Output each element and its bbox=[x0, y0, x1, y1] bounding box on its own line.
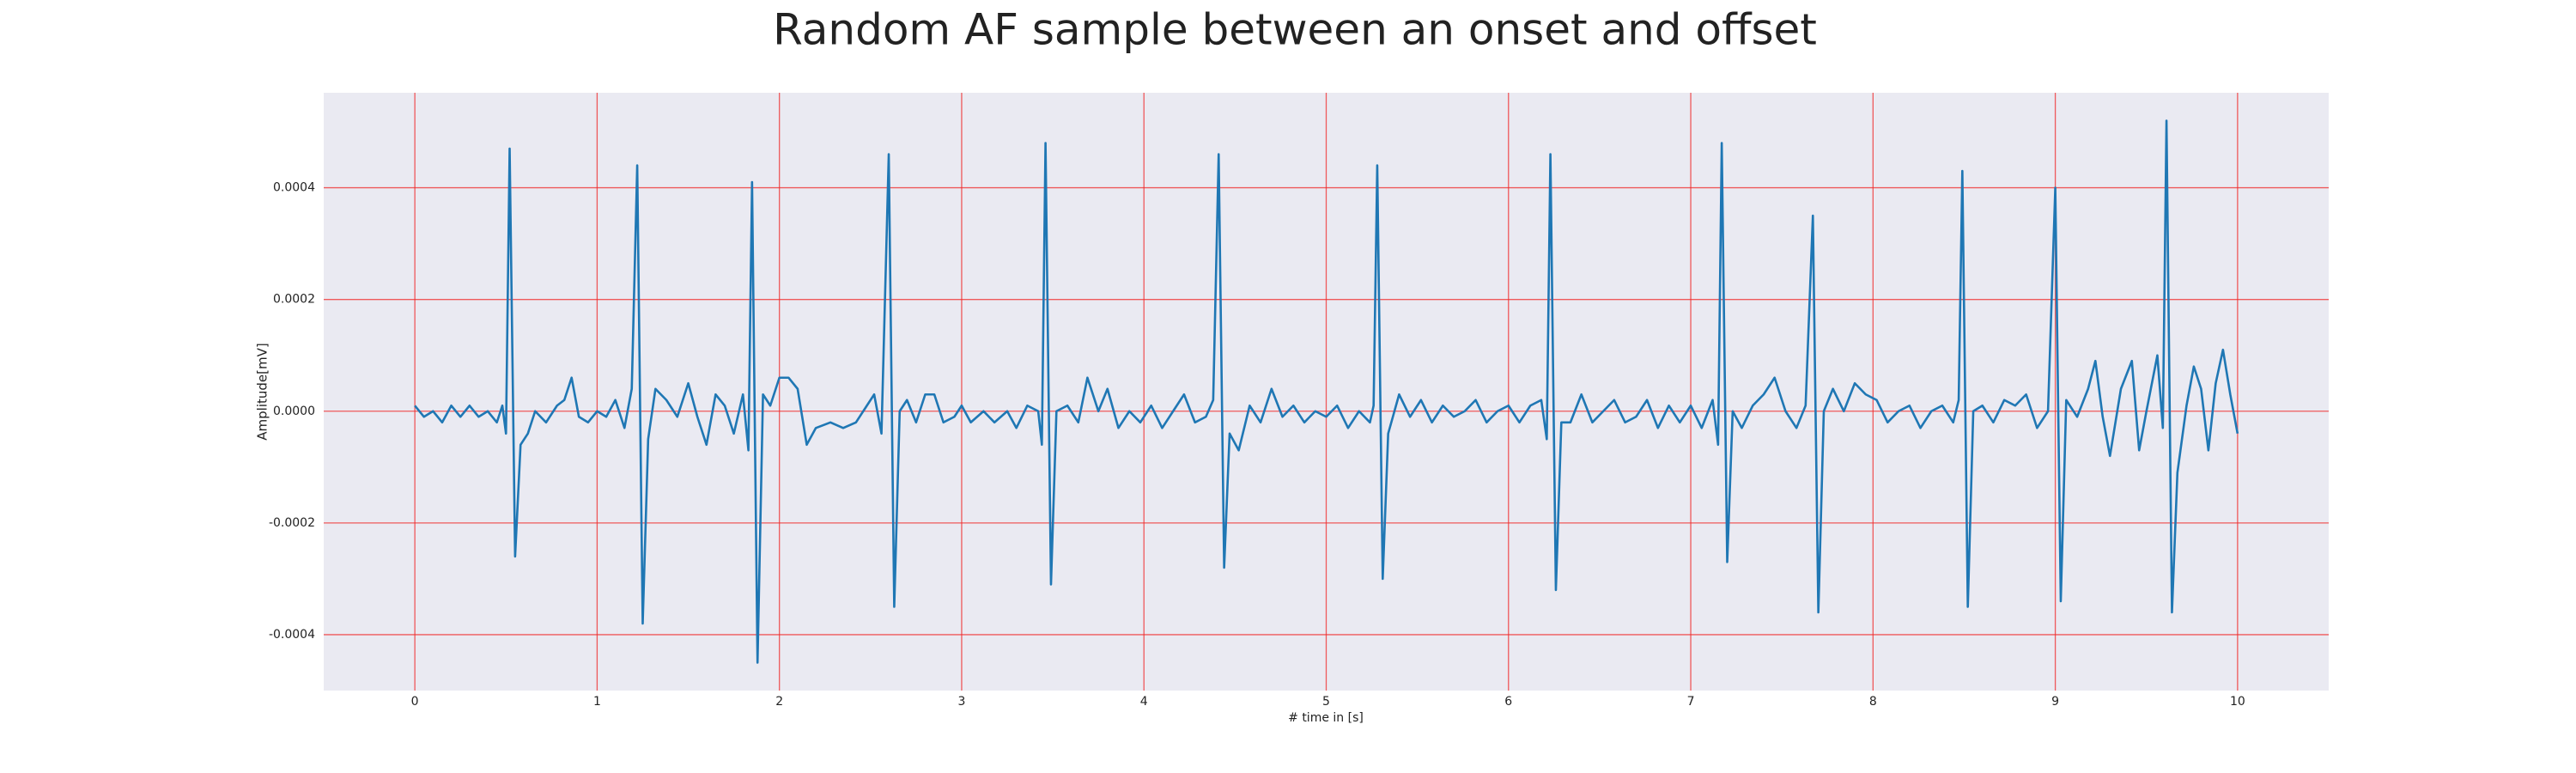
signal-line bbox=[414, 119, 2239, 664]
y-tick-label: 0.0004 bbox=[273, 181, 315, 195]
y-tick-label: 0.0000 bbox=[273, 405, 315, 418]
x-tick-label: 9 bbox=[2051, 695, 2059, 709]
x-tick-label: 0 bbox=[411, 695, 419, 709]
x-tick-label: 1 bbox=[593, 695, 601, 709]
x-tick-label: 8 bbox=[1869, 695, 1877, 709]
x-tick-label: 2 bbox=[775, 695, 783, 709]
x-tick-label: 5 bbox=[1322, 695, 1330, 709]
x-tick-label: 6 bbox=[1504, 695, 1512, 709]
x-tick-label: 7 bbox=[1687, 695, 1695, 709]
y-tick-label: 0.0002 bbox=[273, 293, 315, 307]
y-axis-label: Amplitude[mV] bbox=[255, 343, 270, 440]
y-tick-label: -0.0004 bbox=[269, 628, 315, 642]
x-tick-label: 10 bbox=[2230, 695, 2245, 709]
y-tick-label: -0.0002 bbox=[269, 516, 315, 530]
x-tick-label: 4 bbox=[1140, 695, 1148, 709]
x-axis-label: # time in [s] bbox=[1288, 711, 1364, 725]
x-tick-label: 3 bbox=[957, 695, 965, 709]
chart-title: Random AF sample between an onset and of… bbox=[773, 5, 1817, 55]
